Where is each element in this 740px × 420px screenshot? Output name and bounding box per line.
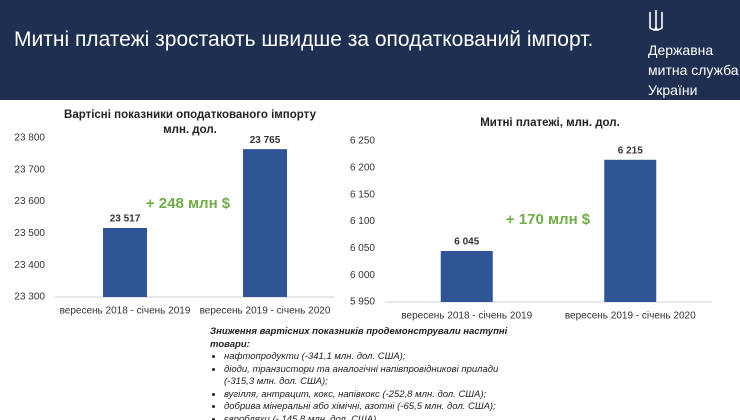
bar: [243, 149, 287, 297]
x-tick-label: вересень 2018 - січень 2019: [401, 311, 532, 322]
y-tick-label: 6 000: [350, 270, 375, 281]
notes: Зниження вартісних показників продемонст…: [210, 326, 530, 420]
y-tick-label: 6 050: [350, 243, 375, 254]
y-tick-label: 6 200: [350, 162, 375, 173]
x-tick-label: вересень 2018 - січень 2019: [60, 306, 191, 317]
note-item: добрива мінеральні або хімічні, азотні (…: [224, 401, 530, 414]
y-tick-label: 5 950: [350, 297, 375, 308]
y-tick-label: 23 600: [14, 196, 45, 207]
y-tick-label: 6 100: [350, 216, 375, 227]
annotation: + 170 млн $: [506, 211, 591, 228]
note-item: діоди, транзистори та аналогічні напівпр…: [224, 364, 530, 389]
org-line: Державна: [648, 42, 714, 58]
y-tick-label: 23 800: [14, 133, 45, 144]
value-label: 23 517: [110, 214, 141, 225]
x-tick-label: вересень 2019 - січень 2020: [200, 306, 331, 317]
notes-list: нафтопродукти (-341,1 млн. дол. США);діо…: [210, 351, 530, 420]
bar: [440, 251, 493, 302]
value-label: 6 045: [454, 237, 479, 248]
emblem: [649, 10, 663, 31]
chart-title: Митні платежі, млн. дол.: [480, 117, 620, 129]
y-tick-label: 23 700: [14, 164, 45, 175]
slide-title: Митні платежі зростають швидше за оподат…: [14, 28, 594, 51]
y-tick-label: 6 250: [350, 136, 375, 147]
org-line: України: [648, 82, 698, 98]
y-tick-label: 23 300: [14, 292, 45, 303]
header: Митні платежі зростають швидше за оподат…: [0, 0, 740, 100]
note-item: євробляхи (- 145,8 млн. дол. США): [224, 414, 530, 420]
bar: [103, 227, 147, 297]
y-tick-label: 23 400: [14, 260, 45, 271]
org-line: митна служба: [648, 62, 739, 78]
notes-heading: Зниження вартісних показників продемонст…: [210, 326, 508, 350]
chart-title: Вартісні показники оподаткованого імпорт…: [64, 109, 316, 136]
x-tick-label: вересень 2019 - січень 2020: [565, 311, 696, 322]
note-item: нафтопродукти (-341,1 млн. дол. США);: [224, 351, 530, 364]
note-item: вугілля, антрацит, кокс, напівкокс (-252…: [224, 389, 530, 402]
value-label: 23 765: [250, 135, 281, 146]
bar: [604, 159, 657, 302]
annotation: + 248 млн $: [146, 195, 231, 212]
y-tick-label: 6 150: [350, 189, 375, 200]
value-label: 6 215: [618, 145, 643, 156]
y-tick-label: 23 500: [14, 228, 45, 239]
